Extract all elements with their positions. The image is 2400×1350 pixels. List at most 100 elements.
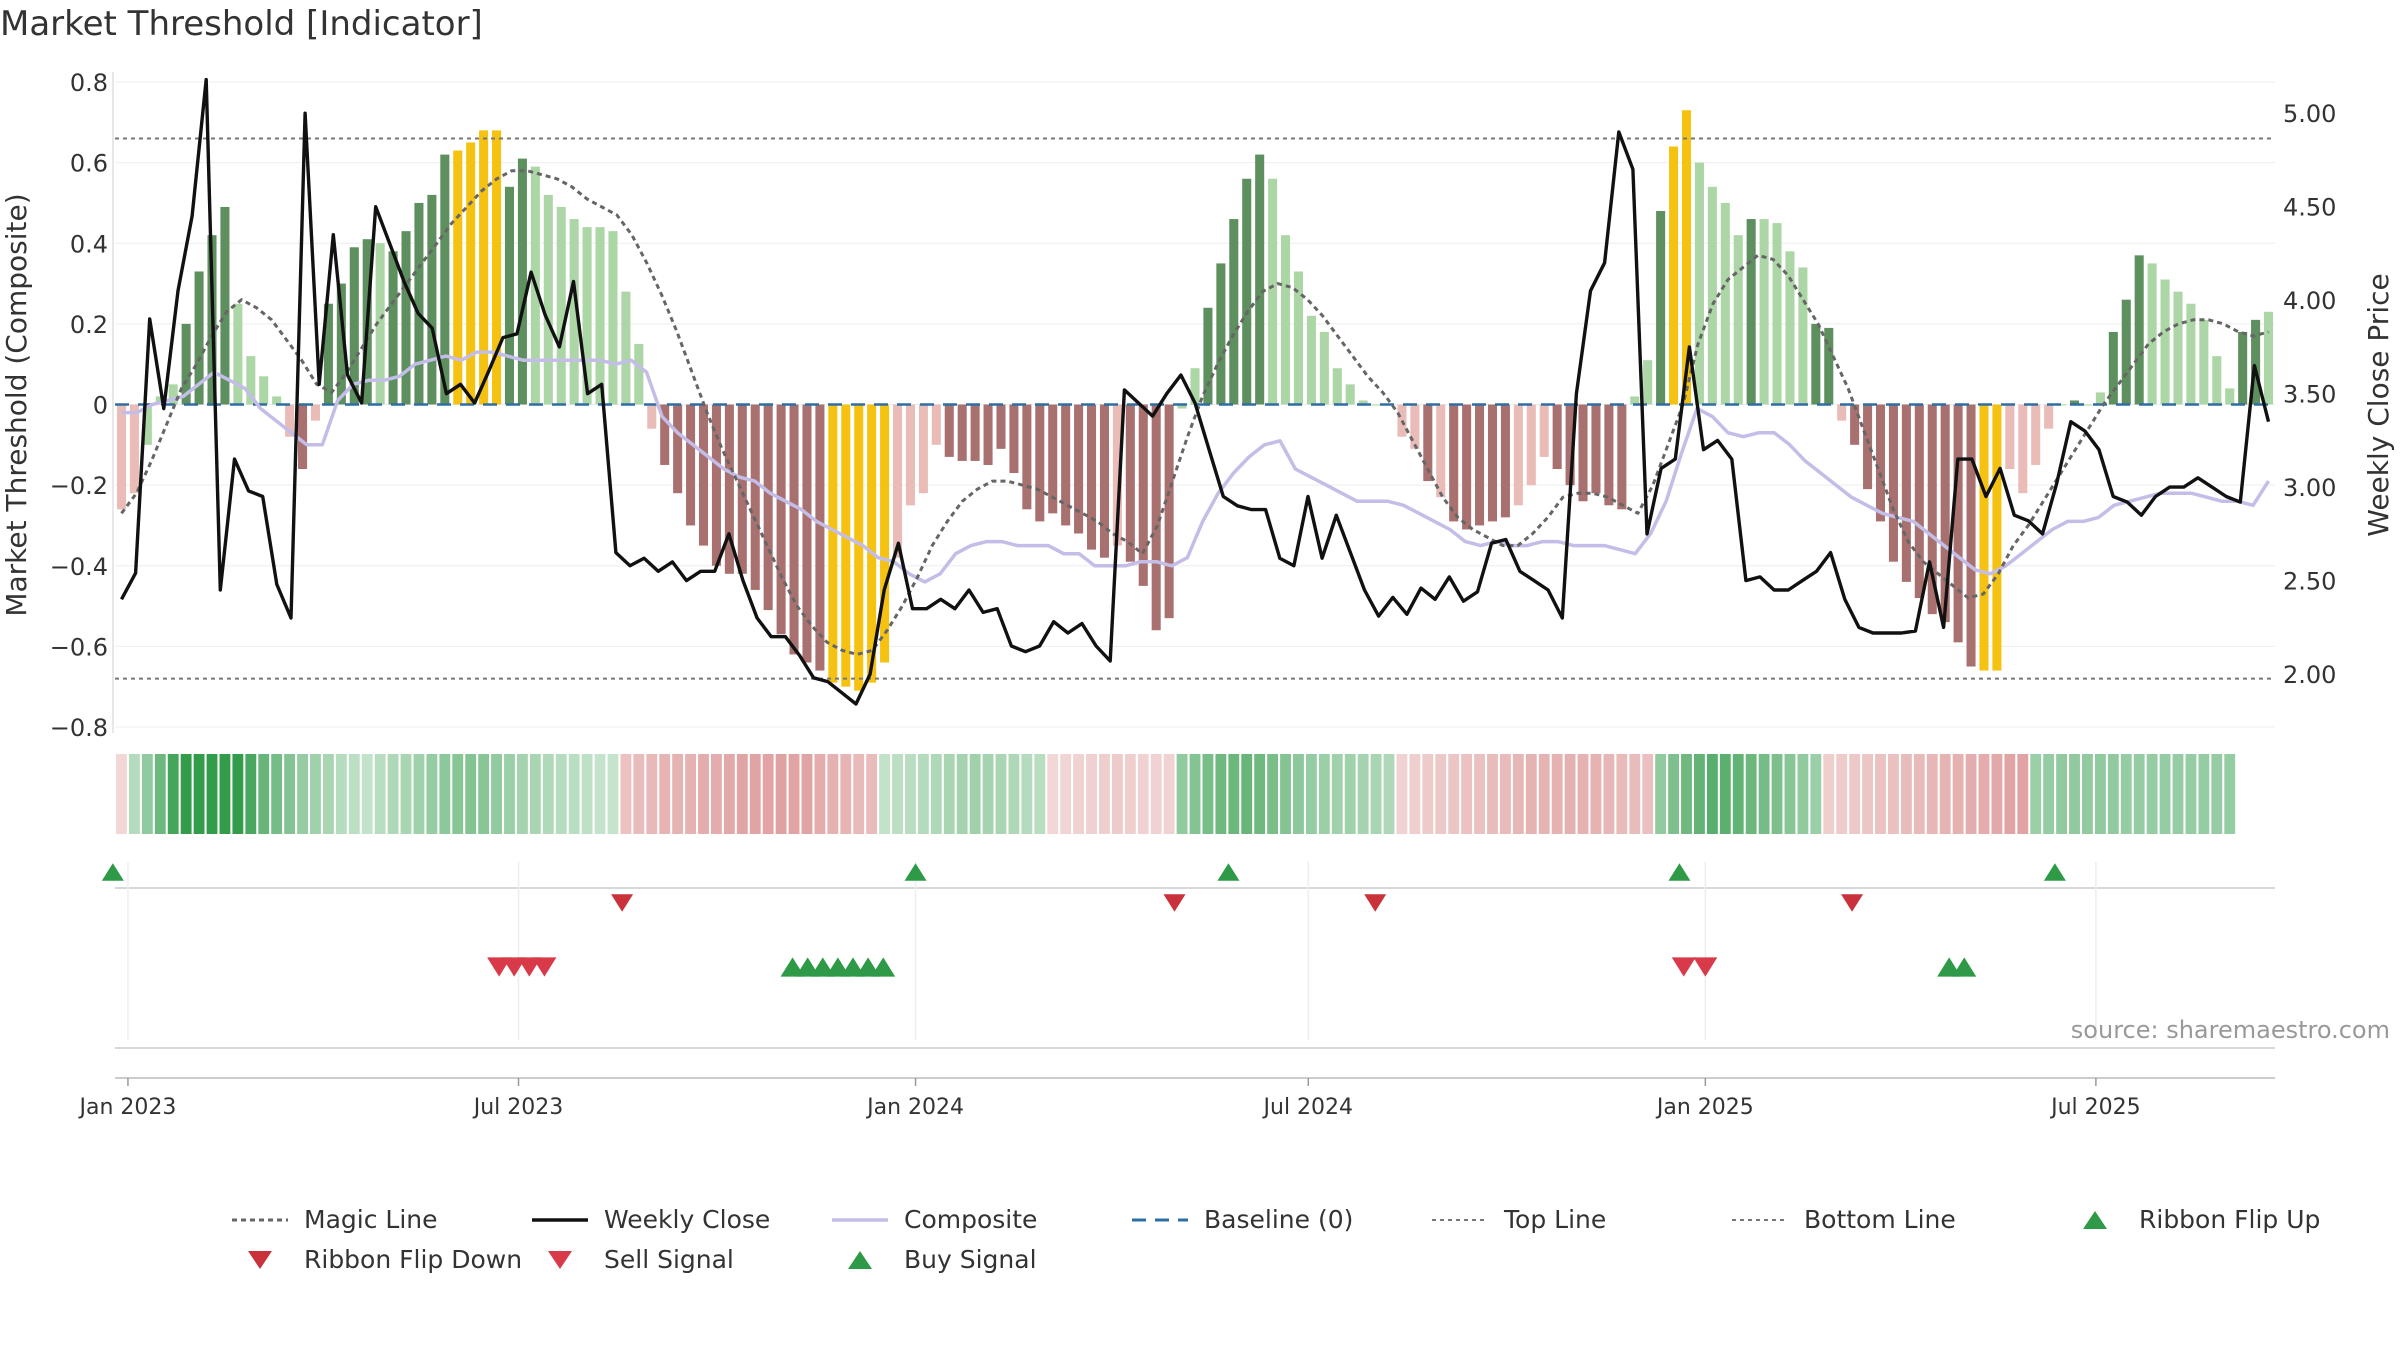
composite-bar	[1824, 327, 1834, 405]
composite-bar	[1462, 404, 1472, 530]
composite-bar	[1371, 404, 1381, 406]
composite-bar	[1694, 162, 1704, 405]
composite-bar	[1966, 404, 1976, 667]
composite-bar	[582, 227, 592, 405]
ribbon-cell	[866, 754, 878, 834]
ribbon-cell	[1280, 754, 1291, 834]
ribbon-cell	[1732, 754, 1744, 834]
signal-rows	[101, 862, 2275, 1049]
composite-bar	[737, 404, 747, 574]
x-tick-label: Jan 2024	[865, 1095, 964, 1120]
ribbon-cell	[1525, 754, 1537, 834]
ribbon-cell	[568, 754, 580, 834]
composite-bar	[1979, 404, 1989, 671]
composite-bar	[789, 404, 799, 655]
composite-bar	[2121, 299, 2131, 405]
ribbon-cell	[413, 754, 425, 834]
ribbon-cell	[1745, 754, 1757, 834]
composite-bar	[116, 404, 126, 510]
composite-line	[121, 350, 2270, 584]
composite-bar	[983, 404, 993, 465]
ribbon-cell	[387, 754, 399, 834]
composite-bar	[1681, 110, 1692, 405]
ribbon-cell	[1758, 754, 1770, 834]
buy-signal-marker	[810, 957, 835, 977]
ribbon-cell	[659, 754, 671, 834]
ribbon-cell	[348, 754, 360, 834]
composite-bar	[1707, 186, 1717, 405]
composite-bar	[802, 404, 812, 663]
ribbon-cell	[1706, 754, 1718, 834]
ribbon-cell	[1693, 754, 1705, 834]
ribbon-cell	[426, 754, 438, 834]
legend: Magic Line Weekly Close Composite Baseline …	[230, 1205, 2380, 1285]
ribbon-cell	[167, 754, 179, 834]
buy-signal-marker	[871, 957, 896, 977]
composite-bar	[2147, 263, 2157, 405]
composite-bar	[1203, 307, 1213, 405]
ribbon-cell	[762, 754, 774, 834]
ribbon-cell	[1900, 754, 1912, 834]
composite-bar	[1643, 360, 1653, 405]
composite-bar	[1526, 404, 1536, 486]
ribbon-cell	[1939, 754, 1951, 834]
composite-bar	[1863, 404, 1873, 490]
ribbon-cell	[1422, 754, 1434, 834]
ribbon-cell	[1719, 754, 1731, 834]
left-tick-label: 0.8	[70, 69, 108, 97]
composite-bar	[1255, 154, 1265, 405]
ribbon-cell	[1176, 754, 1188, 834]
ribbon-cell	[685, 754, 697, 834]
ribbon-cell	[943, 754, 955, 834]
buy-signal-marker	[795, 957, 820, 977]
x-tick-label: Jan 2025	[1655, 1095, 1754, 1120]
ribbon-cell	[400, 754, 412, 834]
composite-bar	[233, 303, 243, 405]
buy-signal-marker	[1937, 957, 1962, 977]
composite-bar	[647, 404, 657, 429]
composite-bar	[1772, 223, 1782, 405]
ribbon-cell	[1137, 754, 1149, 834]
legend-item-magic: Magic Line	[230, 1205, 438, 1234]
ribbon-cell	[2030, 754, 2042, 834]
weekly-close-line	[120, 77, 2271, 706]
ribbon-cell	[917, 754, 929, 834]
composite-bar	[1591, 404, 1601, 494]
ribbon-cell	[814, 754, 826, 834]
composite-bar	[1022, 404, 1032, 510]
composite-bar	[2069, 400, 2080, 405]
ribbon-cell	[969, 754, 981, 834]
buy-signal-marker	[780, 957, 805, 977]
composite-bar	[1669, 146, 1679, 405]
composite-bar	[1074, 404, 1084, 534]
composite-bar	[828, 404, 838, 683]
ribbon-cell	[1305, 754, 1317, 834]
legend-item-buy: Buy Signal	[830, 1245, 1037, 1274]
ribbon-cell	[2107, 754, 2119, 834]
ribbon-cell	[1215, 754, 1227, 834]
legend-label: Weekly Close	[604, 1205, 771, 1234]
ribbon-cell	[1978, 754, 1990, 834]
left-axis-label: Market Threshold (Composite)	[0, 193, 33, 616]
composite-bar	[1048, 404, 1058, 514]
ribbon-cell	[1073, 754, 1085, 834]
ribbon-cell	[1771, 754, 1783, 834]
composite-bar	[1759, 219, 1769, 405]
composite-bar	[375, 243, 385, 405]
composite-bar	[1449, 404, 1459, 522]
ribbon-cell	[542, 754, 554, 834]
ribbon-cell	[1150, 754, 1162, 834]
composite-bar	[1798, 267, 1808, 405]
composite-bar	[220, 206, 230, 405]
composite-bar	[1293, 271, 1303, 405]
right-axis-label: Weekly Close Price	[2362, 273, 2395, 536]
source-label: source: sharemaestro.com	[2070, 1016, 2390, 1044]
ribbon-flip-down-marker	[1364, 894, 1387, 912]
ribbon-flip-up-marker	[1668, 863, 1691, 881]
legend-label: Buy Signal	[904, 1245, 1037, 1274]
ribbon-cell	[2133, 754, 2145, 834]
ribbon-cell	[1965, 754, 1977, 834]
left-tick-label: 0.4	[70, 230, 108, 258]
ribbon-cell	[581, 754, 593, 834]
